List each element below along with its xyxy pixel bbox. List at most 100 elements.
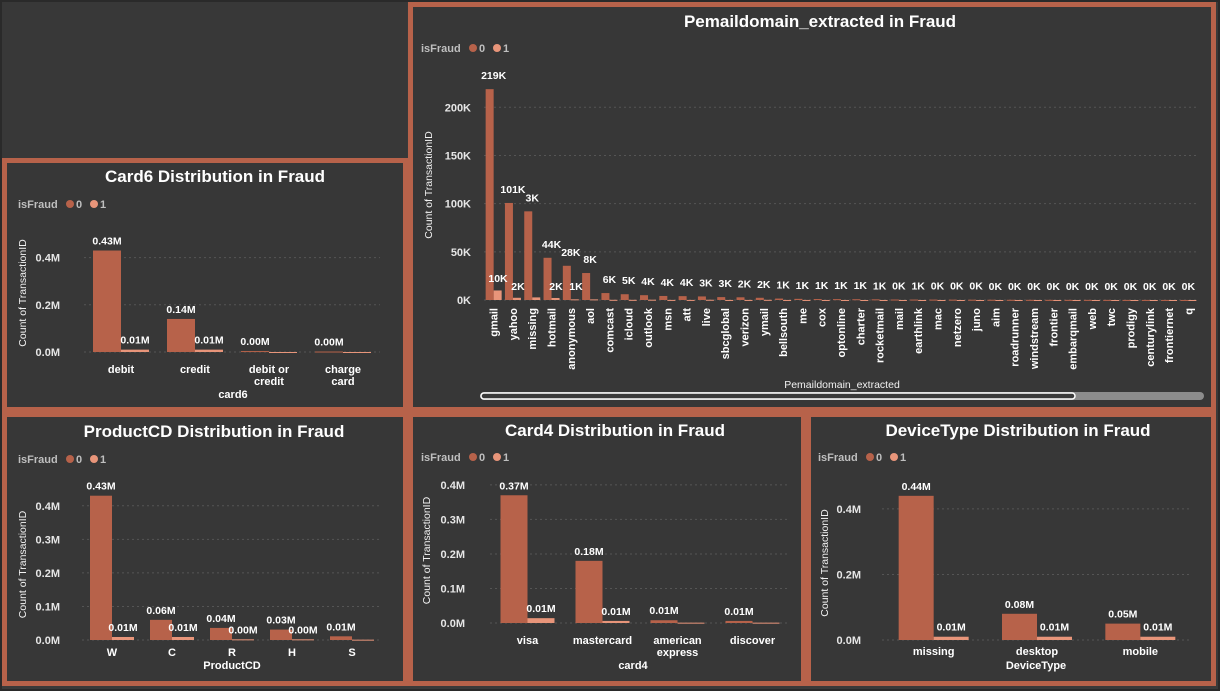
pemail-ytick-label: 0K: [457, 295, 471, 307]
product-data-label-1: 0.01M: [168, 622, 197, 634]
pemail-bar-1: [1033, 299, 1042, 301]
pemail-data-label: 101K: [500, 184, 526, 196]
product-bar-0: [330, 636, 352, 640]
product-category-label: R: [228, 647, 236, 659]
card4-ytick-label: 0.3M: [441, 514, 465, 526]
pemail-data-label: 1K: [776, 280, 790, 292]
pemail-category-label: missing: [527, 308, 539, 350]
pemail-category-label: outlook: [643, 307, 655, 348]
card6-category-label: charge: [325, 364, 361, 376]
product-bar-0: [150, 619, 172, 640]
device-ytick-label: 0.4M: [837, 504, 861, 516]
pemail-category-label: frontiernet: [1164, 308, 1176, 363]
card4-data-label-0: 0.01M: [649, 605, 678, 617]
pemail-bar-0: [1006, 299, 1015, 301]
product-bar-1: [112, 636, 134, 640]
card4-category-label: mastercard: [573, 635, 632, 647]
pemail-bar-1: [648, 299, 657, 301]
pemail-category-label: yahoo: [508, 308, 520, 341]
pemail-category-label: aim: [990, 308, 1002, 327]
pemail-bar-1: [1091, 299, 1100, 301]
pemail-bar-1: [1130, 299, 1139, 301]
card4-data-label-0: 0.18M: [574, 546, 603, 558]
pemail-bar-1: [763, 299, 772, 301]
device-data-label-0: 0.08M: [1005, 599, 1034, 611]
pemail-category-label: embarqmail: [1068, 308, 1080, 370]
card6-data-label-1: 0.01M: [194, 335, 223, 347]
pemail-bar-0: [871, 299, 880, 301]
card4-legend-title: isFraud: [421, 452, 461, 464]
card6-legend-swatch-0: [66, 200, 74, 208]
pemail-data-label: 1K: [873, 280, 887, 292]
pemail-bar-0: [640, 295, 649, 300]
card6-category-label: card: [331, 376, 354, 388]
card6-bar-0: [241, 351, 269, 353]
pemail-bar-1: [802, 299, 811, 301]
card4-legend-swatch-0: [469, 453, 477, 461]
pemail-category-label: q: [1183, 308, 1195, 315]
pemail-bar-0: [504, 202, 513, 300]
pemail-bar-0: [697, 296, 706, 300]
pemail-category-label: netzero: [952, 308, 964, 347]
device-bar-0: [1105, 623, 1141, 640]
product-title: ProductCD Distribution in Fraud: [84, 422, 345, 441]
card4-ytick-label: 0.0M: [441, 618, 465, 630]
pemail-bar-0: [659, 295, 668, 300]
card6-data-label-0: 0.00M: [240, 336, 269, 348]
pemail-bar-1: [956, 299, 965, 301]
card4-legend-label-1: 1: [503, 452, 509, 464]
pemail-data-label: 0K: [969, 281, 983, 293]
device-ytick-label: 0.0M: [837, 635, 861, 647]
pemail-bar-0: [543, 257, 552, 300]
empty-tile: [2, 2, 407, 158]
pemail-legend-swatch-0: [469, 44, 477, 52]
pemail-data-label-1: 2K: [549, 281, 563, 293]
pemail-category-label: att: [682, 308, 694, 322]
product-bar-0: [90, 495, 112, 640]
product-data-label-1: 0.00M: [288, 624, 317, 636]
pemail-bar-0: [1103, 299, 1112, 301]
card4-data-label-1: 0.01M: [601, 606, 630, 618]
device-data-label-1: 0.01M: [1143, 622, 1172, 634]
pemail-bar-0: [601, 293, 610, 300]
device-bar-0: [1002, 613, 1037, 640]
pemail-bar-1: [725, 299, 734, 301]
pemail-bar-1: [705, 299, 714, 301]
card6-category-label: debit or: [249, 364, 290, 376]
product-data-label-1: 0.01M: [108, 622, 137, 634]
card4-ytick-label: 0.2M: [441, 549, 465, 561]
product-bar-1: [352, 639, 374, 641]
card6-bar-1: [343, 352, 371, 353]
product-y-axis-label: Count of TransactionID: [17, 510, 29, 618]
pemail-bar-1: [1111, 299, 1120, 301]
pemail-bar-1: [898, 299, 907, 301]
pemail-data-label: 5K: [622, 275, 636, 287]
pemail-x-axis-label: Pemaildomain_extracted: [784, 379, 900, 391]
card6-bar-0: [167, 318, 195, 352]
pemail-bar-1: [995, 299, 1004, 301]
pemail-title: Pemaildomain_extracted in Fraud: [684, 12, 956, 31]
product-data-label-0: 0.06M: [146, 605, 175, 617]
pemail-y-axis-label: Count of TransactionID: [423, 131, 435, 239]
device-data-label-0: 0.05M: [1108, 609, 1137, 621]
pemail-data-label: 1K: [815, 280, 829, 292]
pemail-ytick-label: 50K: [451, 247, 471, 259]
pemail-data-label: 4K: [680, 277, 694, 289]
card4-category-label: american: [653, 635, 702, 647]
card4-bar-1: [527, 618, 555, 623]
pemail-data-label: 0K: [1104, 281, 1118, 293]
product-data-label-1: 0.00M: [228, 624, 257, 636]
pemail-data-label-1: 2K: [511, 281, 525, 293]
pemail-bar-1: [551, 297, 560, 300]
pemail-category-label: mac: [932, 308, 944, 330]
device-legend-label-0: 0: [876, 452, 882, 464]
pemail-scrollbar-thumb[interactable]: [480, 392, 1076, 400]
card6-data-label-1: 0.01M: [120, 335, 149, 347]
pemail-bar-1: [841, 299, 849, 301]
pemail-legend-label-0: 0: [479, 43, 485, 55]
card4-data-label-0: 0.37M: [499, 480, 528, 492]
device-title: DeviceType Distribution in Fraud: [885, 421, 1150, 440]
pemail-data-label: 0K: [1162, 281, 1176, 293]
card4-data-label-0: 0.01M: [724, 606, 753, 618]
pemail-bar-0: [524, 211, 533, 300]
